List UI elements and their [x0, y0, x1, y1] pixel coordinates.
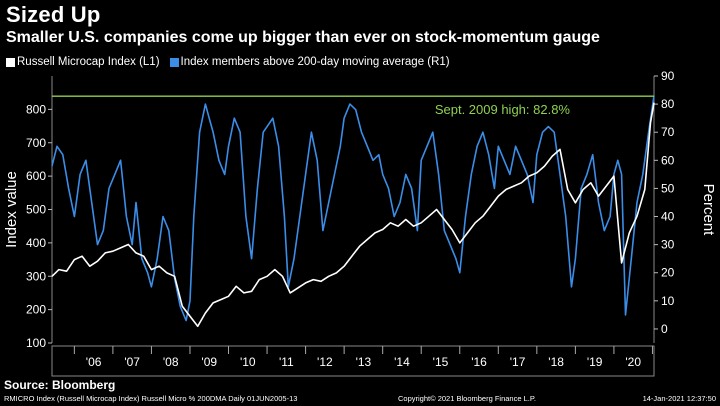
left-tick-label: 300	[26, 269, 46, 283]
right-tick-label: 60	[661, 153, 675, 167]
legend-swatch-breadth	[169, 57, 179, 67]
x-tick-label: '15	[433, 355, 449, 369]
chart-subtitle: Smaller U.S. companies come up bigger th…	[6, 29, 600, 46]
right-tick-label: 80	[661, 97, 675, 111]
right-axis-title: Percent	[700, 184, 717, 237]
right-tick-label: 0	[661, 322, 668, 336]
x-tick-label: '18	[548, 355, 564, 369]
x-tick-label: '09	[201, 355, 217, 369]
legend-swatch-microcap	[6, 57, 15, 67]
legend: Russell Microcap Index (L1) Index member…	[6, 56, 456, 68]
right-tick-label: 90	[661, 69, 675, 83]
left-tick-label: 100	[26, 336, 46, 350]
x-tick-label: '11	[279, 355, 294, 369]
right-tick-label: 50	[661, 181, 675, 195]
legend-item-breadth: Index members above 200-day moving avera…	[169, 56, 450, 68]
x-tick-label: '13	[356, 355, 372, 369]
x-tick-label: '20	[625, 355, 641, 369]
series-line-microcap	[51, 102, 655, 328]
left-axis-title: Index value	[3, 171, 20, 248]
left-tick-label: 800	[26, 102, 46, 116]
x-tick-label: '19	[587, 355, 603, 369]
chart-title: Sized Up	[6, 2, 101, 27]
series-line-breadth	[51, 95, 655, 322]
legend-item-microcap: Russell Microcap Index (L1)	[6, 56, 160, 68]
left-tick-label: 500	[26, 203, 46, 217]
x-tick-label: '16	[471, 355, 487, 369]
left-tick-label: 700	[26, 136, 46, 150]
x-tick-label: '10	[240, 355, 256, 369]
x-tick-label: '07	[124, 355, 140, 369]
x-tick-label: '08	[163, 355, 179, 369]
right-tick-label: 30	[661, 238, 675, 252]
threshold-label: Sept. 2009 high: 82.8%	[435, 102, 571, 117]
x-tick-label: '12	[317, 355, 333, 369]
left-tick-label: 200	[26, 303, 46, 317]
right-tick-label: 40	[661, 210, 675, 224]
left-tick-label: 400	[26, 236, 46, 250]
source-note: Source: Bloomberg	[4, 378, 116, 392]
legend-label-microcap: Russell Microcap Index (L1)	[17, 56, 160, 68]
right-tick-label: 10	[661, 294, 675, 308]
x-axis-band	[51, 345, 655, 377]
x-tick-label: '14	[394, 355, 410, 369]
footer-ticker: RMICRO Index (Russell Microcap Index) Ru…	[4, 394, 298, 403]
right-tick-label: 70	[661, 125, 675, 139]
legend-label-breadth: Index members above 200-day moving avera…	[180, 56, 450, 68]
footer-timestamp: 14-Jan-2021 12:37:50	[642, 394, 716, 403]
footer-copyright: Copyright© 2021 Bloomberg Finance L.P.	[398, 394, 536, 403]
right-tick-label: 20	[661, 266, 675, 280]
x-tick-label: '17	[510, 355, 526, 369]
x-tick-label: '06	[86, 355, 102, 369]
left-tick-label: 600	[26, 169, 46, 183]
